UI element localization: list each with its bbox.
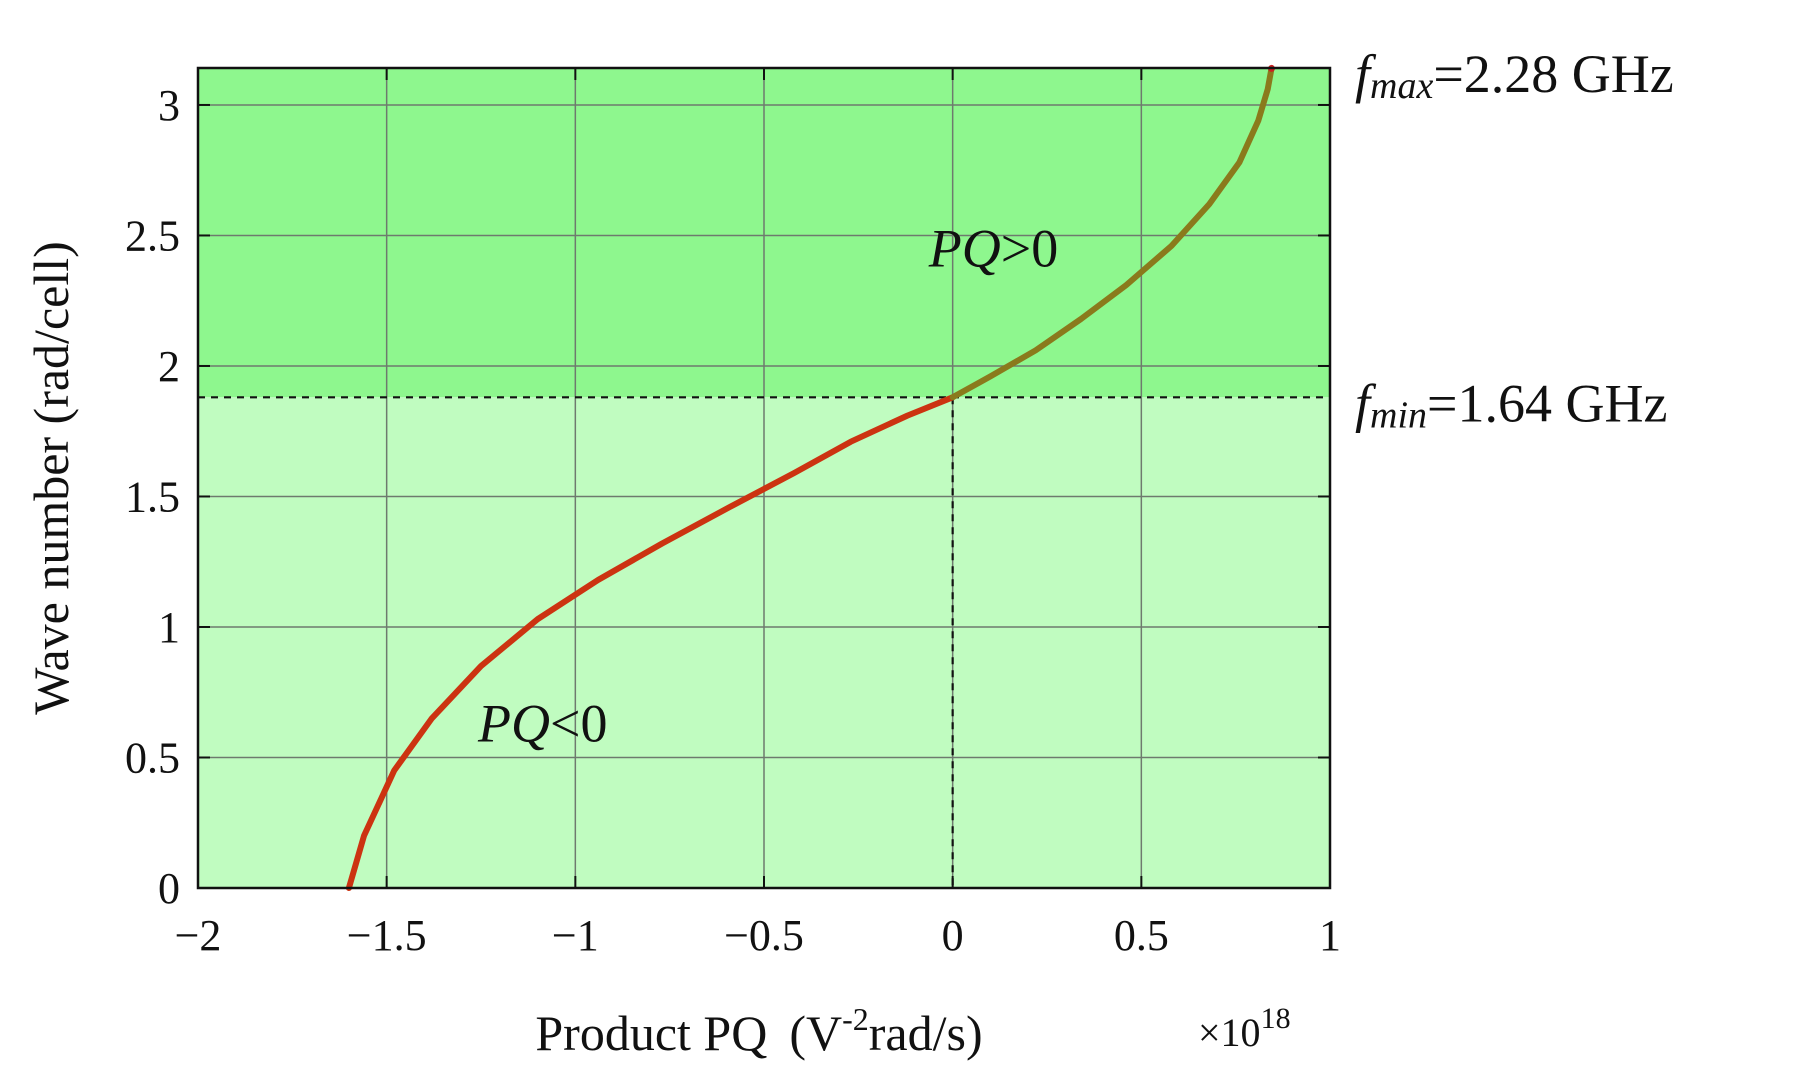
x-tick-label: −2	[175, 911, 222, 960]
grid-layer	[198, 68, 1330, 888]
y-axis-label: Wave number (rad/cell)	[23, 241, 79, 715]
annotation-pq-positive: PQ>0	[928, 219, 1058, 279]
annotation-pq-negative: PQ<0	[477, 694, 607, 754]
y-tick-label: 1	[158, 603, 180, 652]
x-tick-label: 0.5	[1114, 911, 1169, 960]
y-tick-label: 0.5	[125, 733, 180, 782]
annotation-fmax: fmax=2.28 GHz	[1355, 44, 1674, 107]
tick-labels-layer: −2 −1.5 −1 −0.5 0 0.5 1 0 0.5 1 1.5 2 2.5 3	[125, 81, 1341, 960]
y-tick-label: 1.5	[125, 472, 180, 521]
x-axis-multiplier: ×1018	[1198, 1002, 1291, 1055]
x-tick-label: −0.5	[724, 911, 804, 960]
y-tick-label: 3	[158, 81, 180, 130]
x-axis-label: Product PQ (V-2rad/s)	[535, 1001, 982, 1061]
annotation-fmin: fmin=1.64 GHz	[1355, 373, 1667, 436]
x-tick-label: −1	[552, 911, 599, 960]
curve-layer	[345, 64, 1276, 891]
reference-lines-layer	[198, 396, 1330, 888]
y-tick-label: 0	[158, 864, 180, 913]
y-tick-label: 2.5	[125, 211, 180, 260]
y-tick-label: 2	[158, 342, 180, 391]
curve-segment-negative	[345, 394, 956, 891]
curve-segment-positive	[949, 65, 1275, 401]
ticks-layer	[197, 68, 1331, 889]
x-tick-label: 0	[942, 911, 964, 960]
x-tick-label: 1	[1319, 911, 1341, 960]
x-tick-label: −1.5	[347, 911, 427, 960]
